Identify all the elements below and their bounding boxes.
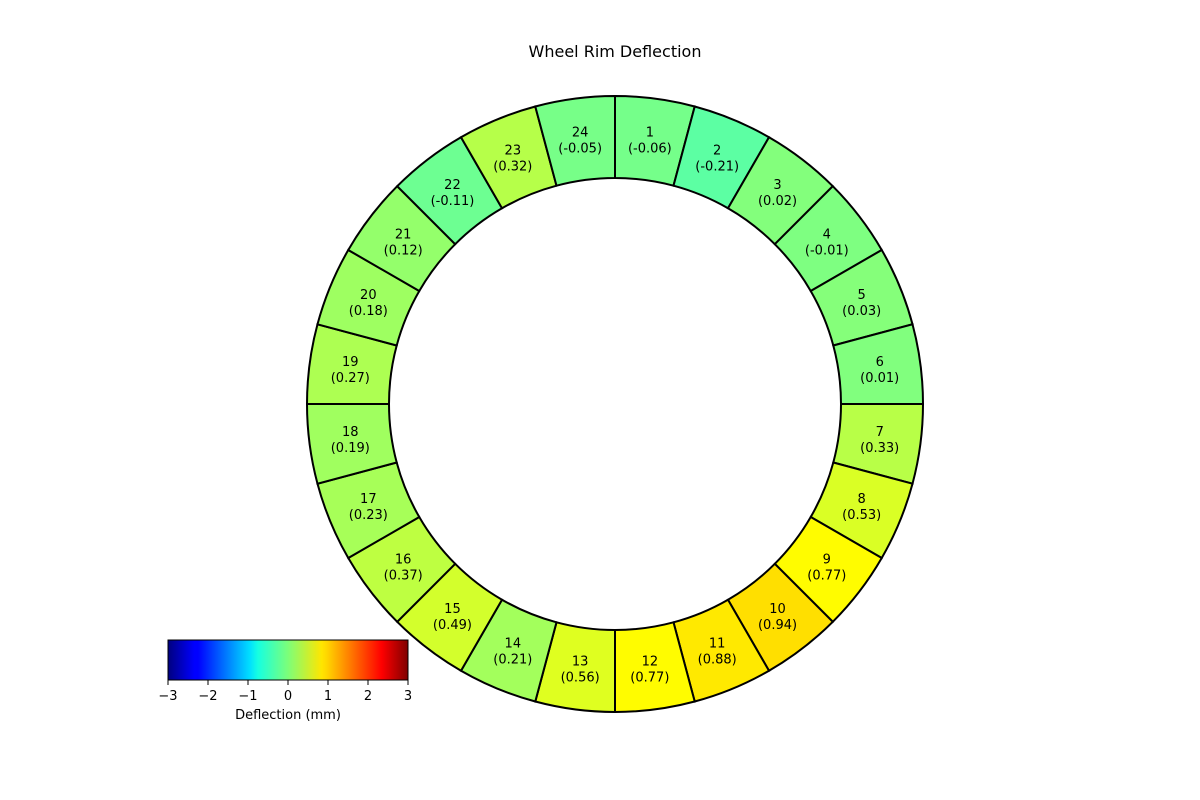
colorbar-tick-label: −2 xyxy=(198,689,217,704)
segment-id-label-10: 10 xyxy=(769,602,786,617)
segment-value-label-13: (0.56) xyxy=(561,671,600,686)
segment-value-label-11: (0.88) xyxy=(698,653,737,668)
segment-value-label-8: (0.53) xyxy=(842,508,881,523)
segment-id-label-14: 14 xyxy=(505,637,522,652)
colorbar-tick-label: −1 xyxy=(238,689,257,704)
colorbar: −3 −2 −1 0 1 2 3 Deflection (mm) xyxy=(158,639,412,723)
chart-title: Wheel Rim Deflection xyxy=(529,42,702,61)
segment-value-label-5: (0.03) xyxy=(842,304,881,319)
segment-value-label-10: (0.94) xyxy=(758,618,797,633)
segment-value-label-9: (0.77) xyxy=(807,569,846,584)
segment-value-label-20: (0.18) xyxy=(349,304,388,319)
colorbar-tick-label: 0 xyxy=(284,689,292,704)
ring-labels: 1(-0.06) 2(-0.21)3(0.02)4(-0.01)5(0.03)6(… xyxy=(331,125,900,685)
segment-id-label-1: 1 xyxy=(646,125,654,140)
segment-id-label-7: 7 xyxy=(876,425,884,440)
segment-id-label-13: 13 xyxy=(572,655,589,670)
segment-value-label-15: (0.49) xyxy=(433,618,472,633)
segment-id-label-9: 9 xyxy=(823,553,831,568)
segment-value-label-12: (0.77) xyxy=(630,671,669,686)
segment-value-label-18: (0.19) xyxy=(331,441,370,456)
segment-id-label-23: 23 xyxy=(505,143,522,158)
segment-id-label-6: 6 xyxy=(876,355,884,370)
segment-id-label-3: 3 xyxy=(773,178,781,193)
segment-id-label-18: 18 xyxy=(342,425,359,440)
ring-segment-24 xyxy=(534,94,616,187)
segment-value-label-21: (0.12) xyxy=(384,243,423,258)
segment-id-label-12: 12 xyxy=(642,655,659,670)
segment-id-label-8: 8 xyxy=(858,492,866,507)
segment-value-label-23: (0.32) xyxy=(493,159,532,174)
segment-value-label-14: (0.21) xyxy=(493,653,532,668)
segment-id-label-21: 21 xyxy=(395,227,412,242)
colorbar-gradient xyxy=(167,639,409,681)
segment-id-label-20: 20 xyxy=(360,288,377,303)
segment-id-label-17: 17 xyxy=(360,492,377,507)
colorbar-tick-label: 3 xyxy=(404,689,412,704)
colorbar-tick-label: 1 xyxy=(324,689,332,704)
segment-id-label-22: 22 xyxy=(444,178,461,193)
segment-value-label-19: (0.27) xyxy=(331,371,370,386)
segment-value-label-22: (-0.11) xyxy=(431,194,475,209)
colorbar-tick-label: 2 xyxy=(364,689,372,704)
segment-value-label-16: (0.37) xyxy=(384,569,423,584)
segment-value-label-2: (-0.21) xyxy=(695,159,739,174)
segment-id-label-24: 24 xyxy=(572,125,589,140)
segment-value-label-3: (0.02) xyxy=(758,194,797,209)
ring-segments xyxy=(305,94,925,714)
segment-id-label-19: 19 xyxy=(342,355,359,370)
segment-value-label-6: (0.01) xyxy=(860,371,899,386)
segment-id-label-15: 15 xyxy=(444,602,461,617)
colorbar-label: Deflection (mm) xyxy=(235,708,341,723)
segment-value-label-17: (0.23) xyxy=(349,508,388,523)
segment-value-label-24: (-0.05) xyxy=(558,141,602,156)
segment-id-label-2: 2 xyxy=(713,143,721,158)
segment-value-label-4: (-0.01) xyxy=(805,243,849,258)
segment-value-label-1: (-0.06) xyxy=(628,141,672,156)
segment-id-label-4: 4 xyxy=(823,227,831,242)
colorbar-tick-label: −3 xyxy=(158,689,177,704)
colorbar-ticks: −3 −2 −1 0 1 2 3 xyxy=(158,680,412,704)
segment-id-label-16: 16 xyxy=(395,553,412,568)
segment-id-label-11: 11 xyxy=(709,637,726,652)
segment-id-label-5: 5 xyxy=(858,288,866,303)
segment-value-label-7: (0.33) xyxy=(860,441,899,456)
